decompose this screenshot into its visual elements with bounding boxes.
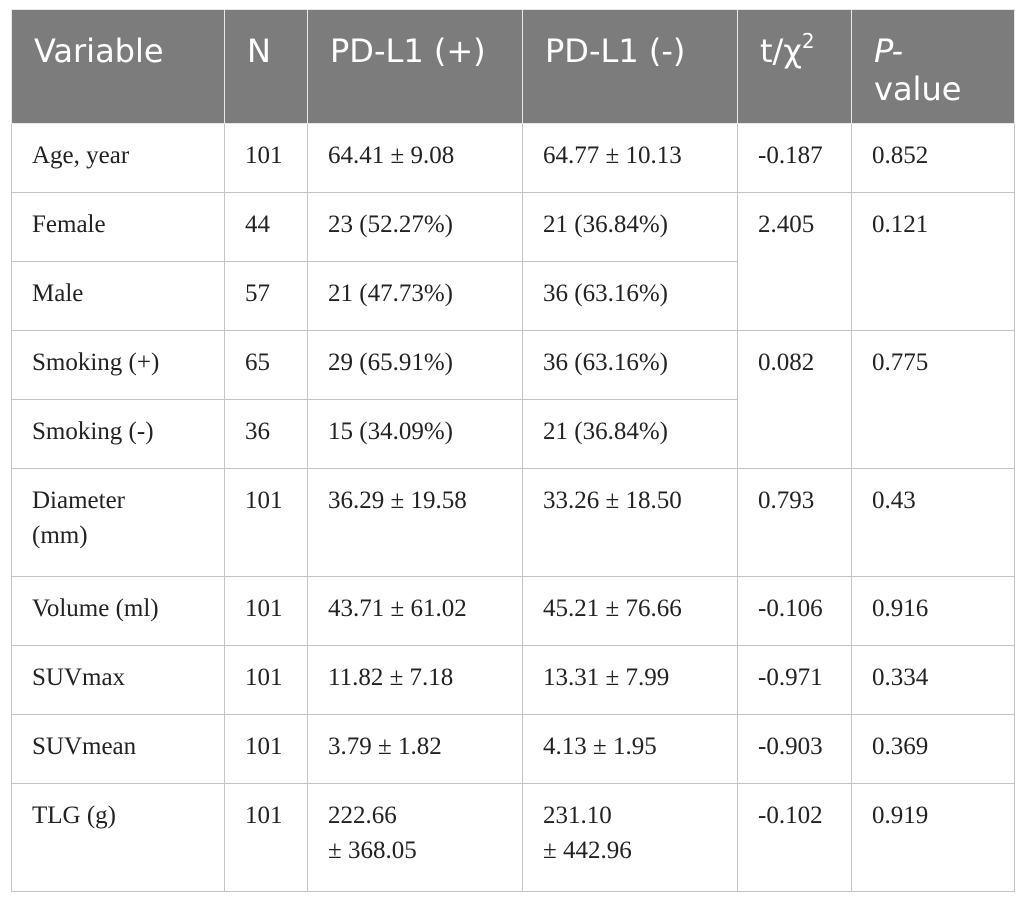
cell-n: 44 (224, 192, 308, 262)
table-row: Volume (ml) 101 43.71 ± 61.02 45.21 ± 76… (11, 576, 1015, 646)
cell-pd-l1-positive: 43.71 ± 61.02 (307, 576, 523, 646)
cell-pd-l1-negative: 64.77 ± 10.13 (522, 123, 738, 193)
cell-variable: TLG (g) (11, 783, 225, 892)
cell-pd-l1-negative: 33.26 ± 18.50 (522, 468, 738, 577)
cell-pd-l1-positive: 29 (65.91%) (307, 330, 523, 400)
cell-n: 101 (224, 783, 308, 892)
cell-pd-l1-positive: 3.79 ± 1.82 (307, 714, 523, 784)
table-row: Smoking (+) 65 29 (65.91%) 36 (63.16%) 0… (11, 330, 1015, 469)
cell-variable: Female (11, 192, 225, 262)
table-row: Diameter (mm) 101 36.29 ± 19.58 33.26 ± 1… (11, 468, 1015, 577)
variable-line: Diameter (32, 487, 126, 514)
cell-test-statistic: -0.903 (737, 714, 852, 784)
cell-variable: SUVmax (11, 645, 225, 715)
cell-test-statistic: -0.971 (737, 645, 852, 715)
stat-exponent: 2 (801, 29, 815, 53)
cell-test-statistic: -0.106 (737, 576, 852, 646)
header-n: N (224, 9, 308, 124)
cell-pd-l1-negative: 36 (63.16%) (522, 330, 738, 400)
cell-pd-l1-positive: 64.41 ± 9.08 (307, 123, 523, 193)
cell-pd-l1-negative: 13.31 ± 7.99 (522, 645, 738, 715)
cell-variable: Smoking (-) (11, 399, 225, 469)
cell-pd-l1-positive: 222.66 ± 368.05 (307, 783, 523, 892)
table-row: SUVmax 101 11.82 ± 7.18 13.31 ± 7.99 -0.… (11, 645, 1015, 715)
header-p-value: P-value (851, 9, 1015, 124)
cell-pd-l1-positive: 21 (47.73%) (307, 261, 523, 331)
cell-n: 57 (224, 261, 308, 331)
cell-pd-l1-negative: 45.21 ± 76.66 (522, 576, 738, 646)
cell-p-value: 0.121 (851, 192, 1015, 331)
cell-test-statistic: -0.102 (737, 783, 852, 892)
cell-p-value: 0.43 (851, 468, 1015, 577)
value-line: 231.10 (543, 802, 612, 829)
p-symbol: P- (874, 32, 904, 70)
cell-pd-l1-positive: 36.29 ± 19.58 (307, 468, 523, 577)
cell-p-value: 0.334 (851, 645, 1015, 715)
cell-test-statistic: -0.187 (737, 123, 852, 193)
cell-variable: Diameter (mm) (11, 468, 225, 577)
cell-p-value: 0.852 (851, 123, 1015, 193)
cell-pd-l1-negative: 21 (36.84%) (522, 192, 738, 262)
cell-n: 101 (224, 645, 308, 715)
header-pd-l1-negative: PD-L1 (-) (522, 9, 738, 124)
cell-pd-l1-negative: 36 (63.16%) (522, 261, 738, 331)
table-row: SUVmean 101 3.79 ± 1.82 4.13 ± 1.95 -0.9… (11, 714, 1015, 784)
cell-variable: Volume (ml) (11, 576, 225, 646)
header-pd-l1-positive: PD-L1 (+) (307, 9, 523, 124)
cell-test-statistic: 0.082 (737, 330, 852, 469)
cell-test-statistic: 0.793 (737, 468, 852, 577)
cell-n: 36 (224, 399, 308, 469)
cell-n: 101 (224, 714, 308, 784)
cell-n: 101 (224, 123, 308, 193)
stat-symbol: t/χ (760, 32, 802, 70)
variable-line: (mm) (32, 522, 88, 549)
p-value-word: value (874, 70, 962, 108)
cell-n: 101 (224, 468, 308, 577)
cell-variable: Smoking (+) (11, 330, 225, 400)
table-row: Smoking (-) 36 15 (34.09%) 21 (36.84%) (11, 399, 1015, 469)
value-line: ± 368.05 (328, 837, 417, 864)
cell-pd-l1-negative: 231.10 ± 442.96 (522, 783, 738, 892)
header-row: Variable N PD-L1 (+) PD-L1 (-) t/χ2 P-va… (11, 9, 1015, 124)
table-row: Age, year 101 64.41 ± 9.08 64.77 ± 10.13… (11, 123, 1015, 193)
results-table: Variable N PD-L1 (+) PD-L1 (-) t/χ2 P-va… (11, 9, 1015, 892)
cell-n: 101 (224, 576, 308, 646)
cell-pd-l1-negative: 21 (36.84%) (522, 399, 738, 469)
value-line: 222.66 (328, 802, 397, 829)
cell-pd-l1-positive: 23 (52.27%) (307, 192, 523, 262)
cell-variable: Age, year (11, 123, 225, 193)
cell-p-value: 0.916 (851, 576, 1015, 646)
table-row: Female 44 23 (52.27%) 21 (36.84%) 2.405 … (11, 192, 1015, 331)
cell-variable: SUVmean (11, 714, 225, 784)
cell-p-value: 0.919 (851, 783, 1015, 892)
value-line: ± 442.96 (543, 837, 632, 864)
cell-p-value: 0.775 (851, 330, 1015, 469)
cell-pd-l1-negative: 4.13 ± 1.95 (522, 714, 738, 784)
cell-pd-l1-positive: 15 (34.09%) (307, 399, 523, 469)
cell-p-value: 0.369 (851, 714, 1015, 784)
cell-variable: Male (11, 261, 225, 331)
cell-test-statistic: 2.405 (737, 192, 852, 331)
cell-n: 65 (224, 330, 308, 400)
cell-pd-l1-positive: 11.82 ± 7.18 (307, 645, 523, 715)
header-variable: Variable (11, 9, 225, 124)
table-row: TLG (g) 101 222.66 ± 368.05 231.10 ± 442.9… (11, 783, 1015, 892)
header-test-statistic: t/χ2 (737, 9, 852, 124)
